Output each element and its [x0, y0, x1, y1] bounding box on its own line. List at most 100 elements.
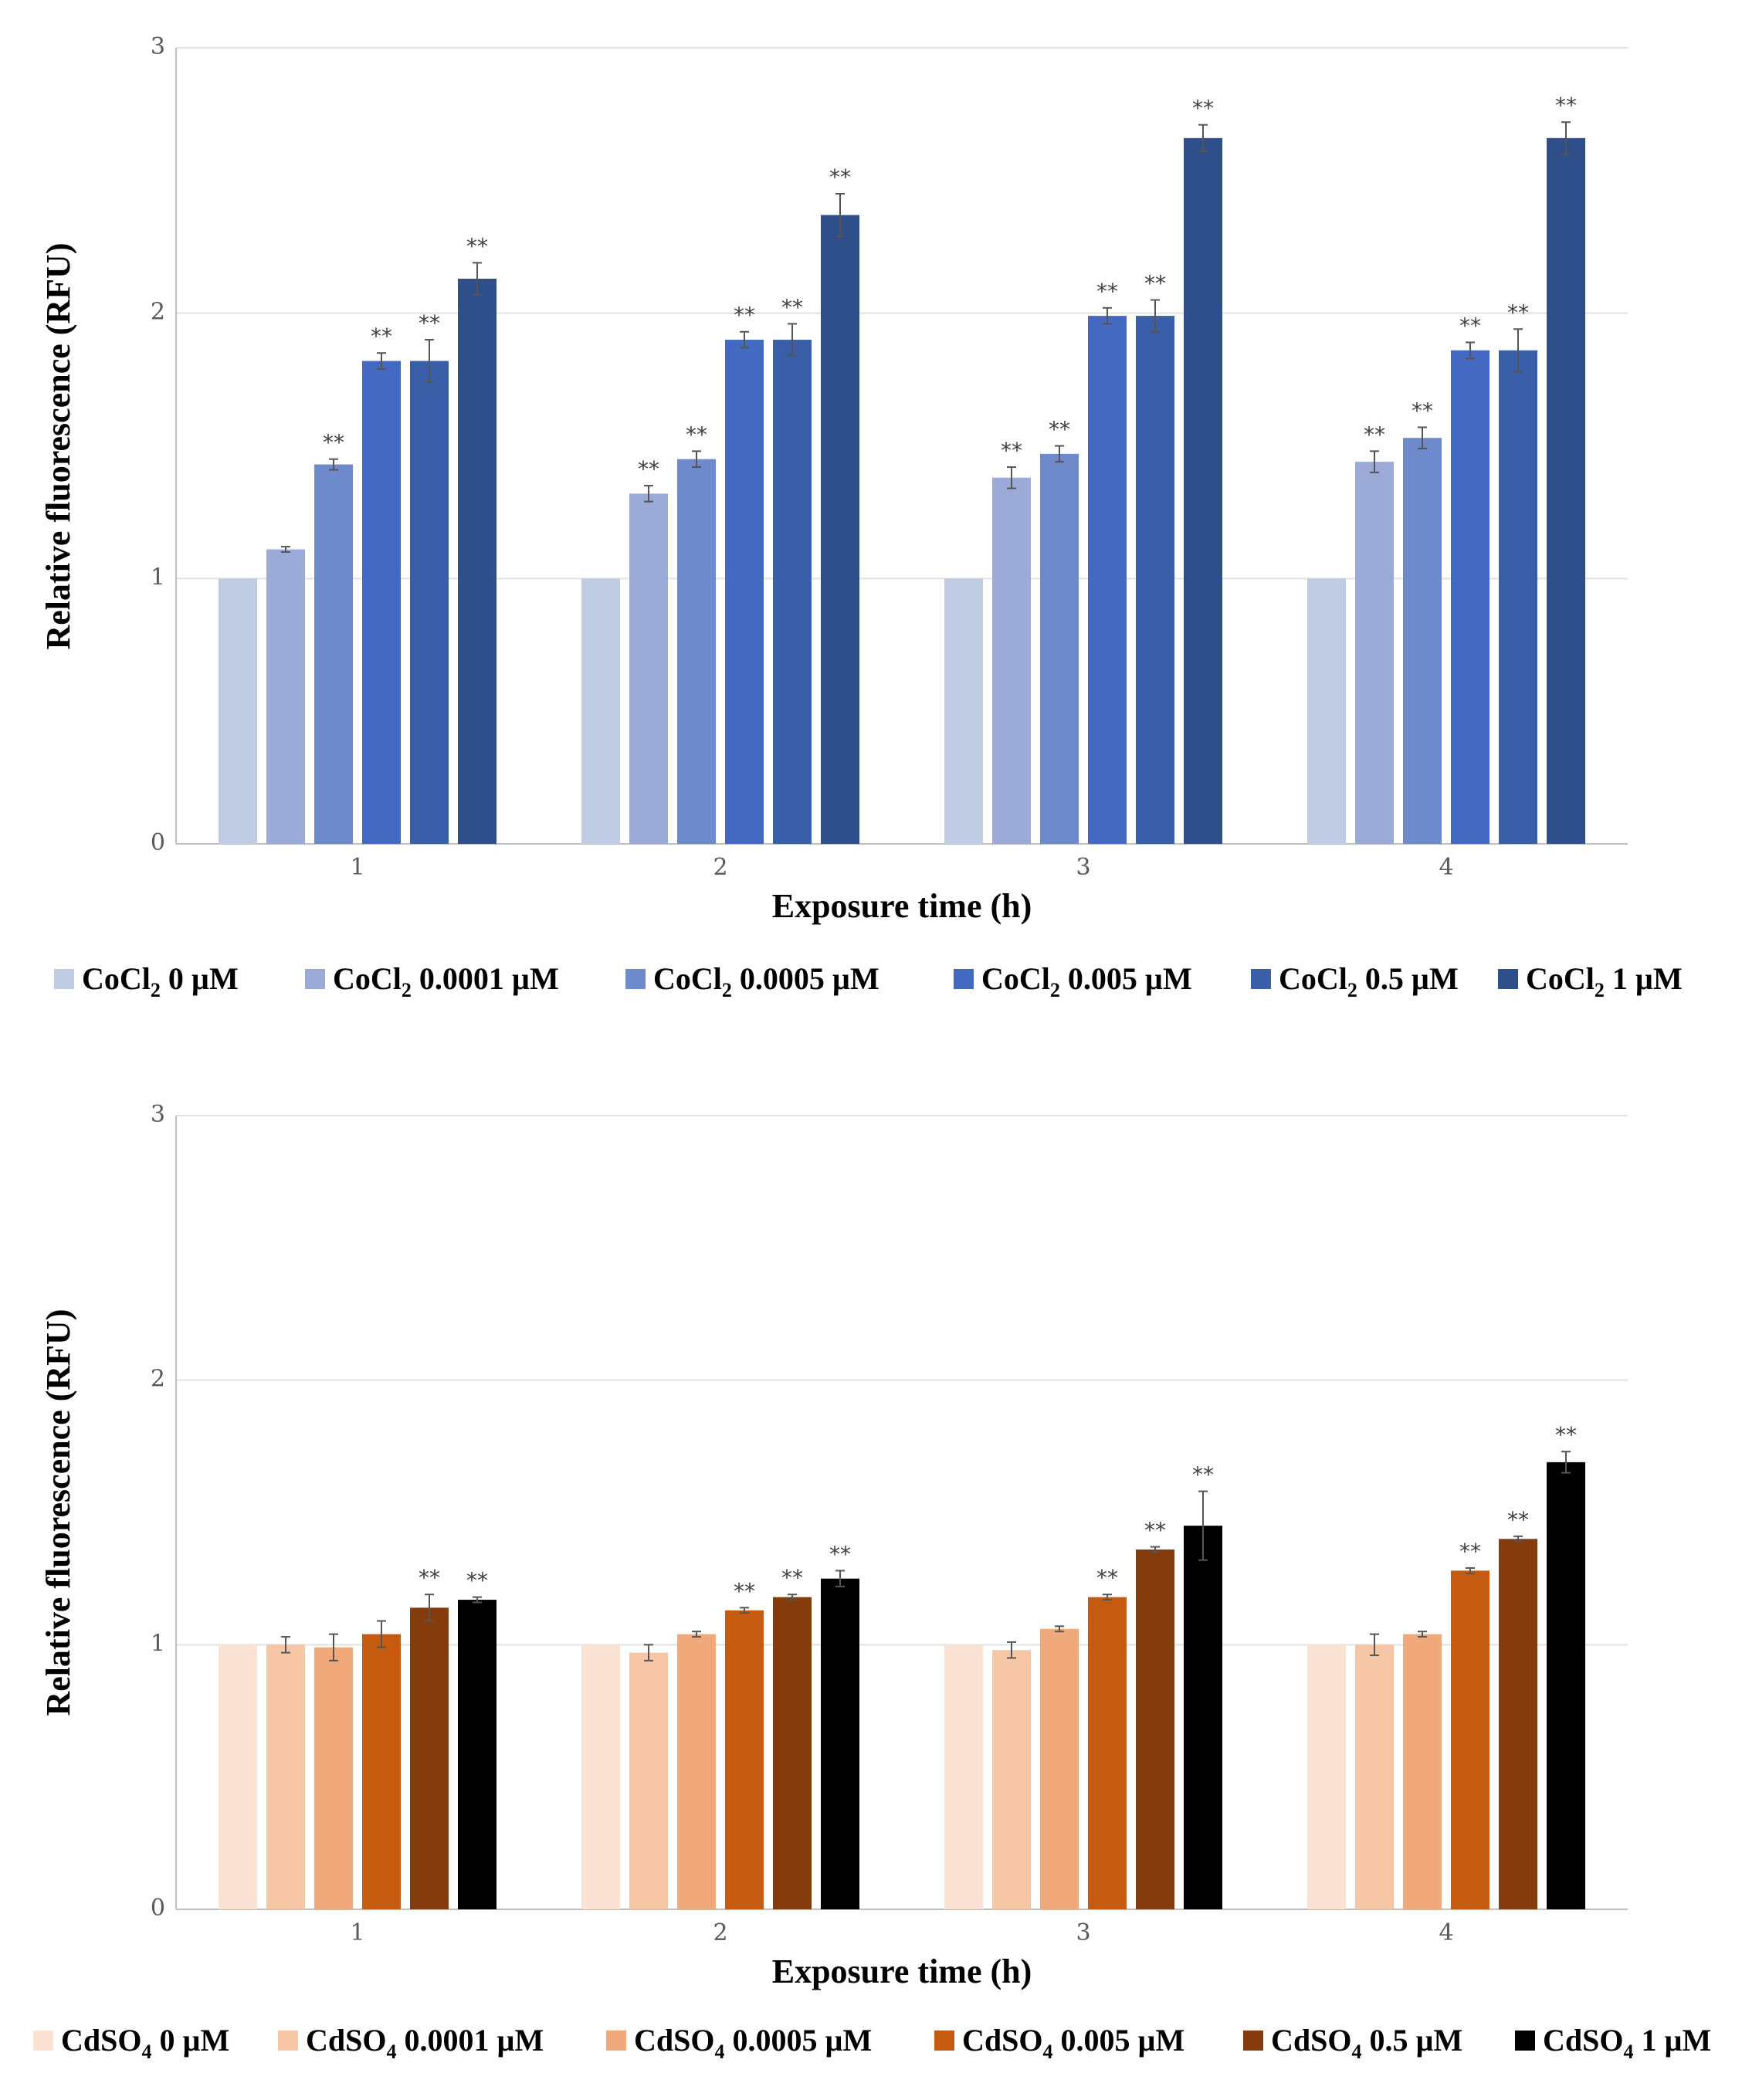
cdso4-bar: [1040, 1628, 1079, 1909]
cocl2-legend-item: CoCl2 0.5 µM: [1251, 961, 1459, 1001]
cdso4-legend-swatch: [278, 2031, 298, 2051]
cdso4-x-axis-title: Exposure time (h): [772, 1953, 1032, 1990]
legend-compound: CoCl: [1526, 961, 1595, 996]
legend-subscript: 4: [142, 2041, 152, 2063]
cocl2-significance-label: **: [1507, 300, 1529, 325]
cdso4-bar: [410, 1607, 449, 1909]
cocl2-legend-swatch: [1251, 969, 1271, 989]
cdso4-bar: [1499, 1539, 1537, 1909]
cocl2-significance-label: **: [1192, 96, 1214, 121]
cocl2-bar: [1547, 137, 1585, 844]
cdso4-bar: [362, 1634, 401, 1909]
cdso4-significance-label: **: [829, 1541, 851, 1567]
cdso4-legend-label: CdSO4 0.0005 µM: [634, 2023, 872, 2063]
cocl2-bar: [266, 549, 305, 844]
cocl2-legend-label: CoCl2 0.5 µM: [1279, 961, 1459, 1001]
legend-compound: CoCl: [653, 961, 722, 996]
cdso4-legend-swatch: [1243, 2031, 1263, 2051]
cdso4-x-tick-label: 4: [1439, 1919, 1453, 1946]
cdso4-chart-panel: 0 1 2 3 ** ** 1 ** ** ** 2 ** ** ** 3 ** ** ** 4 Exposure t…: [33, 1101, 1711, 2063]
cocl2-x-tick-label: 4: [1439, 854, 1453, 881]
cdso4-bar: [1547, 1462, 1585, 1909]
cocl2-bar: [1136, 316, 1174, 844]
cocl2-significance-label: **: [323, 430, 344, 456]
legend-subscript: 4: [1043, 2041, 1053, 2063]
cocl2-legend-item: CoCl2 0 µM: [54, 961, 239, 1001]
cocl2-legend-label: CoCl2 0.0005 µM: [653, 961, 879, 1001]
cocl2-significance-label: **: [371, 323, 392, 349]
cocl2-bar: [821, 215, 859, 844]
cocl2-bar: [1499, 350, 1537, 844]
cdso4-bar: [992, 1650, 1031, 1909]
legend-subscript: 2: [1347, 979, 1357, 1001]
legend-compound: CdSO: [1543, 2023, 1624, 2058]
cdso4-bar: [581, 1644, 620, 1909]
cocl2-significance-label: **: [1001, 438, 1022, 463]
cdso4-x-tick-label: 1: [350, 1919, 364, 1946]
cdso4-bar: [677, 1634, 716, 1909]
cocl2-bar: [314, 464, 353, 844]
cdso4-significance-label: **: [419, 1565, 440, 1590]
cdso4-x-tick-label: 2: [713, 1919, 727, 1946]
cdso4-legend-swatch: [33, 2031, 53, 2051]
cocl2-legend-swatch: [1498, 969, 1518, 989]
cdso4-legend-item: CdSO4 0.005 µM: [934, 2023, 1184, 2063]
cdso4-x-tick-label: 3: [1076, 1919, 1090, 1946]
cocl2-y-tick-label: 2: [151, 299, 165, 326]
cdso4-y-tick-label: 2: [151, 1366, 165, 1393]
cdso4-legend-item: CdSO4 0.5 µM: [1243, 2023, 1462, 2063]
legend-subscript: 2: [1050, 979, 1060, 1001]
cdso4-bar: [219, 1644, 257, 1909]
cocl2-bar: [362, 361, 401, 844]
cdso4-bar: [1307, 1644, 1346, 1909]
cdso4-y-tick-label: 0: [151, 1895, 165, 1922]
cocl2-significance-label: **: [1459, 313, 1481, 338]
cdso4-y-tick-label: 1: [151, 1630, 165, 1657]
cdso4-legend-item: CdSO4 0.0005 µM: [606, 2023, 872, 2063]
cdso4-bar: [458, 1600, 497, 1909]
cdso4-bar: [1451, 1570, 1490, 1909]
legend-compound: CoCl: [82, 961, 151, 996]
cdso4-bar: [821, 1578, 859, 1909]
cdso4-legend-swatch: [934, 2031, 954, 2051]
cocl2-bar: [944, 578, 983, 844]
cocl2-bar: [1040, 453, 1079, 844]
cdso4-bar: [314, 1647, 353, 1909]
cocl2-legend-swatch: [954, 969, 974, 989]
cocl2-bar: [581, 578, 620, 844]
cocl2-legend-label: CoCl2 1 µM: [1526, 961, 1683, 1001]
legend-concentration: 0.5 µM: [1357, 961, 1459, 996]
legend-compound: CdSO: [61, 2023, 142, 2058]
cocl2-significance-label: **: [1049, 417, 1070, 442]
legend-subscript: 4: [715, 2041, 725, 2063]
legend-compound: CoCl: [333, 961, 402, 996]
cocl2-legend-swatch: [625, 969, 646, 989]
legend-concentration: 0 µM: [152, 2023, 230, 2058]
cocl2-bar: [219, 578, 257, 844]
cocl2-significance-label: **: [466, 233, 488, 259]
legend-concentration: 1 µM: [1605, 961, 1683, 996]
cocl2-significance-label: **: [686, 422, 707, 447]
cdso4-y-tick-label: 3: [151, 1101, 165, 1128]
cocl2-y-tick-label: 1: [151, 564, 165, 591]
cdso4-significance-label: **: [1192, 1462, 1214, 1488]
cocl2-legend-label: CoCl2 0 µM: [82, 961, 239, 1001]
cocl2-significance-label: **: [829, 164, 851, 190]
cdso4-y-axis-title: Relative fluorescence (RFU): [39, 1309, 77, 1716]
cdso4-legend-swatch: [606, 2031, 626, 2051]
legend-subscript: 2: [1595, 979, 1605, 1001]
cocl2-bar: [1355, 462, 1394, 844]
cocl2-y-axis-title: Relative fluorescence (RFU): [39, 243, 77, 650]
legend-concentration: 0.5 µM: [1362, 2023, 1463, 2058]
cocl2-significance-label: **: [1144, 270, 1166, 296]
cdso4-significance-label: **: [1507, 1507, 1529, 1533]
cocl2-x-tick-label: 1: [350, 854, 364, 881]
cdso4-bar: [725, 1610, 764, 1909]
cdso4-significance-label: **: [1459, 1539, 1481, 1564]
legend-compound: CoCl: [1279, 961, 1347, 996]
cocl2-legend-item: CoCl2 0.0001 µM: [305, 961, 559, 1001]
cdso4-bar: [1088, 1597, 1127, 1909]
cdso4-bar: [1355, 1644, 1394, 1909]
cocl2-significance-label: **: [638, 456, 659, 482]
